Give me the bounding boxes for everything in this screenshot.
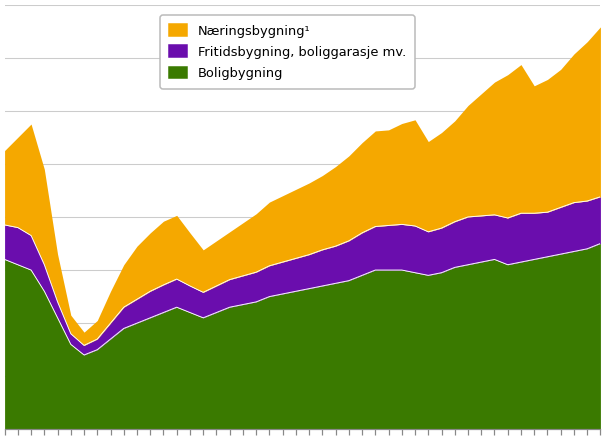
Legend: Næringsbygning¹, Fritidsbygning, boliggarasje mv., Boligbygning: Næringsbygning¹, Fritidsbygning, boligga… bbox=[160, 15, 415, 89]
